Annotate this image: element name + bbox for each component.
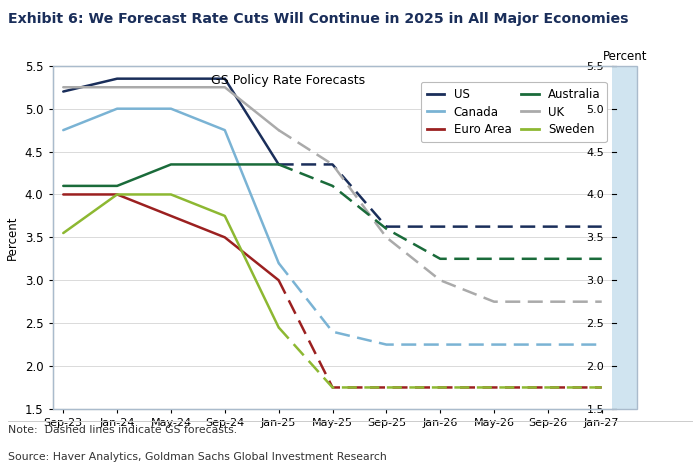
- Text: Percent: Percent: [603, 50, 647, 63]
- Legend: US, Canada, Euro Area, Australia, UK, Sweden: US, Canada, Euro Area, Australia, UK, Sw…: [421, 82, 607, 142]
- Y-axis label: Percent: Percent: [6, 215, 20, 259]
- Text: Exhibit 6: We Forecast Rate Cuts Will Continue in 2025 in All Major Economies: Exhibit 6: We Forecast Rate Cuts Will Co…: [8, 12, 629, 26]
- Text: Exhibit 6: Exhibit 6: [625, 448, 677, 461]
- Text: Note:  Dashed lines indicate GS forecasts.: Note: Dashed lines indicate GS forecasts…: [8, 425, 237, 435]
- Text: Source: Haver Analytics, Goldman Sachs Global Investment Research: Source: Haver Analytics, Goldman Sachs G…: [8, 452, 387, 462]
- Text: GS Policy Rate Forecasts: GS Policy Rate Forecasts: [211, 74, 365, 87]
